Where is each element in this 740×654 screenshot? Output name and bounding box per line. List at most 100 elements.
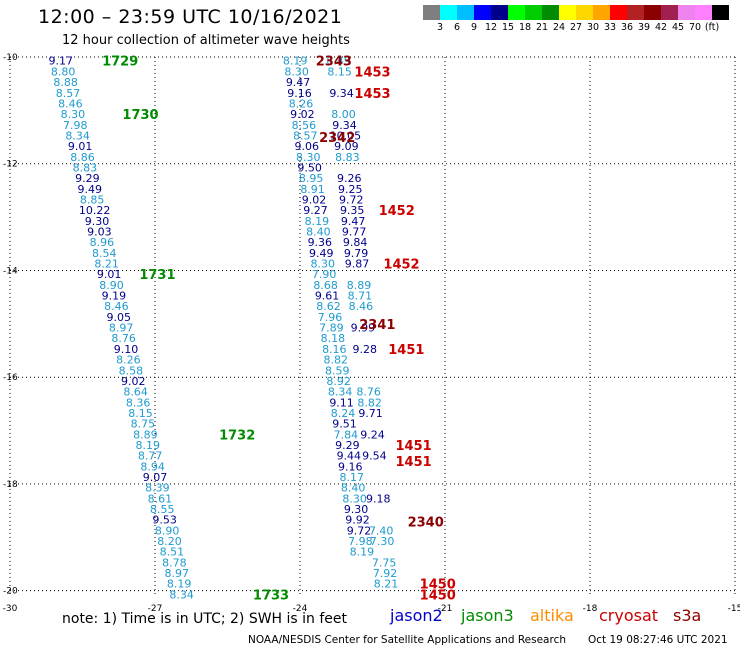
wave-height-value: 9.19 — [102, 290, 127, 303]
wave-height-value: 9.28 — [353, 343, 378, 356]
wave-height-value: 8.76 — [111, 332, 136, 345]
colorbar-label: 39 — [637, 22, 651, 33]
wave-height-value: 8.17 — [339, 471, 364, 484]
lat-tick-label: -18 — [3, 480, 18, 490]
wave-height-value: 8.15 — [327, 65, 352, 78]
lat-tick-label: -20 — [3, 587, 18, 597]
page-subtitle: 12 hour collection of altimeter wave hei… — [62, 33, 350, 48]
pass-time-label: 1453 — [354, 65, 390, 80]
wave-height-value: 8.39 — [145, 482, 170, 495]
lon-tick-label: -21 — [438, 604, 453, 614]
footer-credit: NOAA/NESDIS Center for Satellite Applica… — [248, 634, 566, 646]
wave-height-value: 8.61 — [148, 492, 173, 505]
colorbar-cell — [508, 5, 525, 20]
wave-height-value: 8.30 — [342, 492, 367, 505]
wave-height-value: 8.21 — [94, 258, 119, 271]
wave-height-value: 8.59 — [325, 364, 350, 377]
colorbar-cell — [610, 5, 627, 20]
colorbar-label: 9 — [470, 22, 478, 33]
wave-height-value: 9.99 — [351, 322, 376, 335]
colorbar-cell — [712, 5, 729, 20]
wave-height-value: 9.01 — [68, 140, 93, 153]
wave-height-value: 7.92 — [373, 567, 398, 580]
wave-height-value: 8.64 — [123, 386, 148, 399]
wave-height-value: 8.19 — [283, 55, 308, 68]
wave-height-value: 9.01 — [97, 268, 122, 281]
wave-height-value: 9.49 — [309, 247, 334, 260]
colorbar-cell — [593, 5, 610, 20]
wave-height-value: 9.35 — [340, 204, 365, 217]
wave-height-value: 8.34 — [65, 129, 90, 142]
page-title: 12:00 – 23:59 UTC 10/16/2021 — [38, 6, 343, 28]
wave-height-value: 8.88 — [53, 76, 78, 89]
wave-height-value: 8.30 — [296, 151, 321, 164]
wave-height-value: 8.30 — [61, 108, 86, 121]
wave-height-value: 9.47 — [286, 76, 311, 89]
wave-height-value: 8.55 — [150, 503, 175, 516]
units-note: note: 1) Time is in UTC; 2) SWH is in fe… — [62, 611, 348, 627]
wave-height-value: 9.72 — [339, 193, 364, 206]
wave-height-value: 8.75 — [131, 418, 156, 431]
pass-time-label: 2340 — [408, 515, 444, 530]
wave-height-value: 7.75 — [372, 556, 397, 569]
colorbar-label: 36 — [620, 22, 634, 33]
wave-height-value: 8.49 — [326, 55, 351, 68]
wave-height-value: 8.85 — [80, 193, 105, 206]
colorbar-cell — [491, 5, 508, 20]
wave-height-value: 7.30 — [370, 535, 395, 548]
wave-height-value: 8.78 — [162, 556, 187, 569]
colorbar-label: 6 — [453, 22, 461, 33]
lon-tick-label: -15 — [728, 604, 740, 614]
wave-height-value: 9.54 — [362, 450, 387, 463]
wave-height-value: 8.57 — [56, 87, 81, 100]
wave-height-value: 10.05 — [330, 129, 362, 142]
wave-height-value: 8.90 — [99, 279, 124, 292]
pass-time-label: 1732 — [219, 428, 255, 443]
wave-height-value: 8.56 — [292, 119, 317, 132]
wave-height-value: 8.46 — [58, 97, 83, 110]
wave-height-value: 8.15 — [128, 407, 153, 420]
wave-height-value: 8.46 — [104, 300, 129, 313]
colorbar-label: 33 — [603, 22, 617, 33]
wave-height-value: 9.50 — [297, 161, 322, 174]
wave-height-value: 9.18 — [366, 492, 391, 505]
wave-height-value: 8.21 — [374, 578, 399, 591]
colorbar-label: 12 — [484, 22, 498, 33]
lon-tick-label: -27 — [148, 604, 163, 614]
wave-height-value: 8.36 — [126, 396, 151, 409]
wave-height-value: 8.40 — [341, 482, 366, 495]
wave-height-value: 8.97 — [165, 567, 190, 580]
legend-s3a: s3a — [673, 606, 702, 625]
pass-time-label: 1452 — [383, 258, 419, 273]
pass-time-label: 2341 — [359, 318, 395, 333]
wave-height-value: 7.40 — [369, 524, 394, 537]
wave-height-value: 8.94 — [140, 460, 165, 473]
wave-height-value: 8.34 — [328, 386, 353, 399]
pass-time-label: 1450 — [420, 578, 456, 593]
colorbar-cell — [542, 5, 559, 20]
wave-height-value: 9.61 — [315, 290, 340, 303]
legend-cryosat: cryosat — [599, 606, 659, 625]
wave-height-value: 9.02 — [121, 375, 146, 388]
pass-time-label: 1729 — [102, 55, 138, 70]
wave-height-value: 8.20 — [157, 535, 182, 548]
colorbar-cell — [474, 5, 491, 20]
pass-time-label: 1451 — [395, 455, 431, 470]
colorbar-cell — [695, 5, 712, 20]
wave-height-value: 7.90 — [312, 268, 337, 281]
legend-jason3: jason3 — [461, 606, 514, 625]
wave-height-value: 8.19 — [350, 546, 375, 559]
wave-height-value: 8.90 — [155, 524, 180, 537]
wave-height-value: 9.30 — [85, 215, 110, 228]
wave-height-value: 8.57 — [293, 129, 318, 142]
wave-height-value: 9.87 — [345, 258, 370, 271]
wave-height-value: 8.89 — [347, 279, 372, 292]
wave-height-value: 8.19 — [136, 439, 161, 452]
colorbar-label: 30 — [586, 22, 600, 33]
wave-height-value: 7.98 — [348, 535, 373, 548]
wave-height-value: 8.16 — [322, 343, 347, 356]
wave-height-value: 8.89 — [133, 428, 158, 441]
wave-height-value: 9.71 — [358, 407, 383, 420]
wave-height-value: 8.97 — [109, 322, 134, 335]
